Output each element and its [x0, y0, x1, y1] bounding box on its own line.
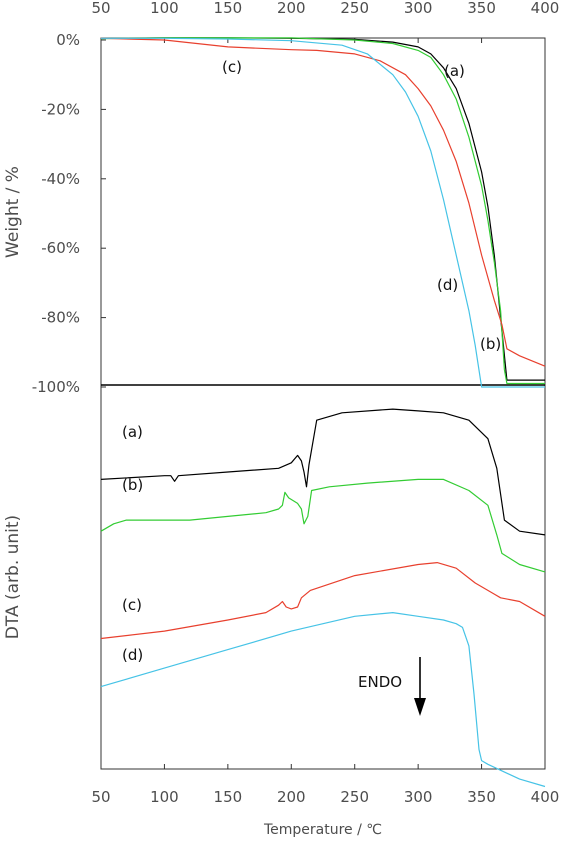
dta-y-axis-title: DTA (arb. unit) [3, 515, 23, 639]
tga-y-tick-label: -40% [41, 170, 80, 188]
dta-series-line-b [100, 478, 546, 573]
tga-y-tick-labels: 0% -20% -40% -60% -80% -100% [32, 31, 106, 396]
bottom-x-tick-label: 300 [404, 788, 433, 806]
top-x-tick-label: 400 [531, 0, 560, 17]
dta-series-line-c [100, 562, 546, 640]
tga-series-line-a [100, 37, 545, 381]
tga-plot-frame [100, 37, 546, 386]
dta-label-a: (a) [122, 423, 143, 441]
endo-label: ENDO [358, 673, 402, 691]
x-axis-title: Temperature / ℃ [263, 822, 382, 838]
bottom-x-tick-label: 400 [531, 788, 560, 806]
dta-series-line-d [100, 612, 546, 788]
bottom-x-tick-label: 200 [277, 788, 306, 806]
tga-y-tick-label: -20% [41, 100, 80, 118]
dta-plot-frame [100, 384, 546, 770]
top-x-tick-label: 200 [277, 0, 306, 17]
bottom-x-tick-label: 100 [150, 788, 179, 806]
dta-label-d: (d) [122, 646, 143, 664]
tga-series-line-c [100, 37, 546, 367]
tga-series-line-d [101, 37, 545, 388]
bottom-x-tick-label: 150 [214, 788, 243, 806]
tga-y-tick-label: 0% [56, 31, 80, 49]
top-x-tick-label: 250 [340, 0, 369, 17]
tga-series-line-b [100, 37, 545, 385]
bottom-x-tick-labels: 50 100 150 200 250 300 350 400 [91, 764, 559, 806]
tga-label-b: (b) [480, 335, 501, 353]
endo-arrow-icon [414, 657, 426, 716]
tga-y-tick-label: -80% [41, 309, 80, 327]
dta-label-b: (b) [122, 476, 143, 494]
dta-series-line-a [100, 408, 546, 536]
top-x-tick-label: 100 [150, 0, 179, 17]
bottom-x-tick-label: 50 [91, 788, 110, 806]
bottom-x-tick-label: 250 [340, 788, 369, 806]
tga-series-group [100, 37, 546, 388]
tga-y-tick-label: -60% [41, 239, 80, 257]
bottom-x-tick-label: 350 [467, 788, 496, 806]
top-x-tick-labels: 50 100 150 200 250 300 350 400 [91, 0, 559, 43]
dta-series-group [100, 408, 546, 788]
top-x-tick-label: 350 [467, 0, 496, 17]
top-x-tick-label: 300 [404, 0, 433, 17]
tga-label-a: (a) [444, 62, 465, 80]
tga-label-c: (c) [222, 58, 242, 76]
tga-y-axis-title: Weight / % [3, 166, 23, 258]
top-x-tick-label: 50 [91, 0, 110, 17]
tga-label-d: (d) [437, 276, 458, 294]
tga-y-tick-label: -100% [32, 378, 80, 396]
top-x-tick-label: 150 [214, 0, 243, 17]
dta-label-c: (c) [122, 596, 142, 614]
